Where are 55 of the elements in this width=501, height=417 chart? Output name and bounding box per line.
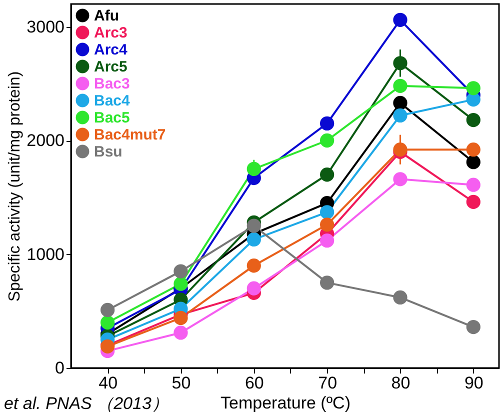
point — [320, 205, 334, 220]
x-tick-label: 40 — [98, 374, 118, 392]
legend-label: Bsu — [94, 144, 122, 160]
point — [320, 234, 334, 248]
point — [393, 56, 408, 70]
legend-label: Arc5 — [94, 58, 128, 76]
point — [320, 133, 334, 148]
x-axis-title: Temperature (ºC) — [220, 394, 350, 412]
x-tick-label: 90 — [464, 374, 484, 392]
point — [466, 142, 480, 157]
point — [174, 276, 188, 291]
point — [246, 232, 261, 247]
y-axis-title: Specific activity (unit/mg protein) — [6, 71, 24, 302]
point — [320, 218, 334, 232]
legend-label: Arc3 — [94, 24, 128, 42]
x-tick-label: 60 — [244, 374, 264, 392]
point — [246, 162, 261, 176]
point — [466, 155, 480, 170]
y-tick-label: 3000 — [26, 17, 64, 36]
legend-label: Bac4 — [94, 92, 131, 110]
point — [393, 290, 408, 305]
point — [466, 194, 480, 209]
point — [393, 78, 408, 93]
point — [393, 108, 408, 123]
point — [466, 320, 480, 334]
point — [393, 96, 408, 110]
legend-label: Bac5 — [94, 110, 130, 126]
point — [100, 302, 115, 318]
x-tick-label: 50 — [172, 374, 191, 392]
point — [320, 168, 334, 182]
legend-label: Bac3 — [94, 76, 130, 92]
legend-label: Bac4mut7 — [94, 126, 166, 144]
text: et al. PNAS （2013） — [4, 393, 168, 415]
point — [320, 116, 334, 130]
y-tick-label: 2000 — [26, 131, 64, 150]
point — [466, 81, 480, 96]
point — [393, 12, 408, 27]
point — [320, 276, 334, 290]
point — [100, 315, 115, 330]
point — [174, 310, 188, 326]
point — [393, 172, 408, 186]
point — [466, 92, 480, 107]
legend-label: Arc4 — [94, 42, 128, 58]
y-tick-label: 1000 — [26, 244, 64, 264]
point — [246, 258, 261, 273]
x-tick-label: 80 — [391, 374, 410, 392]
x-tick-label: 70 — [318, 374, 338, 392]
y-tick-label: 0 — [55, 358, 64, 378]
point — [246, 281, 261, 296]
point — [174, 264, 188, 278]
legend-label: Afu — [94, 8, 119, 24]
point — [466, 178, 480, 192]
point — [246, 218, 261, 233]
point — [466, 112, 480, 128]
point — [174, 326, 188, 340]
